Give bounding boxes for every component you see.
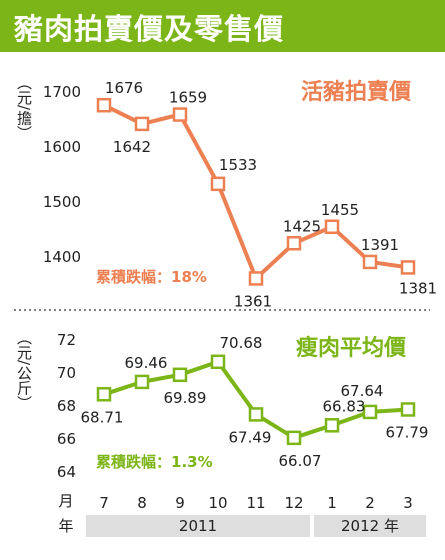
data-label: 67.49 bbox=[229, 428, 272, 446]
data-point bbox=[96, 97, 112, 113]
data-point bbox=[210, 354, 226, 370]
data-point bbox=[362, 254, 378, 270]
title-banner: 豬肉拍賣價及零售價 bbox=[0, 0, 445, 52]
data-point bbox=[400, 260, 416, 275]
y-tick-label: 1700 bbox=[43, 83, 81, 101]
x-tick-label: 11 bbox=[246, 494, 265, 512]
y-tick-label: 72 bbox=[57, 331, 76, 349]
data-label: 1381 bbox=[399, 279, 437, 297]
year-label-2011: 2011 bbox=[179, 517, 217, 535]
x-tick-label: 12 bbox=[284, 494, 303, 512]
data-label: 1533 bbox=[219, 156, 257, 174]
y-axis-label: （元/公斤） bbox=[15, 330, 33, 410]
x-tick-label: 7 bbox=[99, 494, 109, 512]
data-label: 1659 bbox=[169, 89, 207, 107]
data-label: 70.68 bbox=[220, 334, 263, 352]
data-point bbox=[96, 387, 112, 402]
y-tick-label: 68 bbox=[57, 397, 76, 415]
series-title: 瘦肉平均價 bbox=[296, 335, 407, 361]
data-label: 66.07 bbox=[279, 452, 322, 470]
data-label: 67.79 bbox=[386, 423, 429, 441]
data-label: 66.83 bbox=[323, 397, 366, 415]
data-point bbox=[134, 116, 150, 132]
data-point bbox=[172, 367, 188, 383]
drop-annotation: 累積跌幅：1.3% bbox=[96, 453, 213, 471]
year-band-2011 bbox=[86, 515, 310, 537]
x-tick-label: 8 bbox=[137, 494, 147, 512]
data-point bbox=[248, 271, 264, 286]
y-tick-label: 1500 bbox=[43, 193, 81, 211]
x-tick-label: 1 bbox=[327, 494, 337, 512]
data-point bbox=[248, 407, 264, 422]
data-point bbox=[362, 404, 378, 420]
data-point bbox=[324, 219, 340, 234]
data-label: 68.71 bbox=[81, 408, 124, 426]
data-label: 1455 bbox=[321, 201, 359, 219]
data-point bbox=[286, 236, 302, 251]
x-tick-label: 3 bbox=[403, 494, 413, 512]
x-axis-month-label: 月 bbox=[58, 492, 73, 510]
x-axis-year-label: 年 bbox=[58, 517, 73, 535]
y-tick-label: 70 bbox=[57, 364, 76, 382]
x-tick-label: 10 bbox=[208, 494, 227, 512]
data-point bbox=[286, 430, 302, 446]
data-label: 67.64 bbox=[341, 382, 384, 400]
chart-title: 豬肉拍賣價及零售價 bbox=[14, 12, 285, 46]
data-label: 69.89 bbox=[164, 389, 207, 407]
year-label-2012: 2012 年 bbox=[341, 517, 399, 535]
y-tick-label: 66 bbox=[57, 430, 76, 448]
data-label: 1676 bbox=[105, 79, 143, 97]
data-label: 1361 bbox=[234, 292, 272, 310]
drop-annotation: 累積跌幅：18% bbox=[96, 268, 207, 286]
data-point bbox=[172, 107, 188, 122]
data-label: 1425 bbox=[283, 217, 321, 235]
y-tick-label: 1400 bbox=[43, 248, 81, 266]
y-tick-label: 1600 bbox=[43, 138, 81, 156]
y-tick-label: 64 bbox=[57, 463, 76, 481]
x-tick-label: 9 bbox=[175, 494, 185, 512]
data-label: 1391 bbox=[361, 236, 399, 254]
x-tick-label: 2 bbox=[365, 494, 375, 512]
y-axis-label: （元/擔） bbox=[15, 75, 33, 140]
data-label: 1642 bbox=[113, 138, 151, 156]
data-point bbox=[324, 418, 340, 433]
data-point bbox=[400, 402, 416, 417]
year-band-2012 bbox=[314, 515, 426, 537]
data-label: 69.46 bbox=[125, 354, 168, 372]
series-title: 活豬拍賣價 bbox=[301, 79, 412, 105]
data-point bbox=[134, 374, 150, 390]
data-point bbox=[210, 176, 226, 192]
